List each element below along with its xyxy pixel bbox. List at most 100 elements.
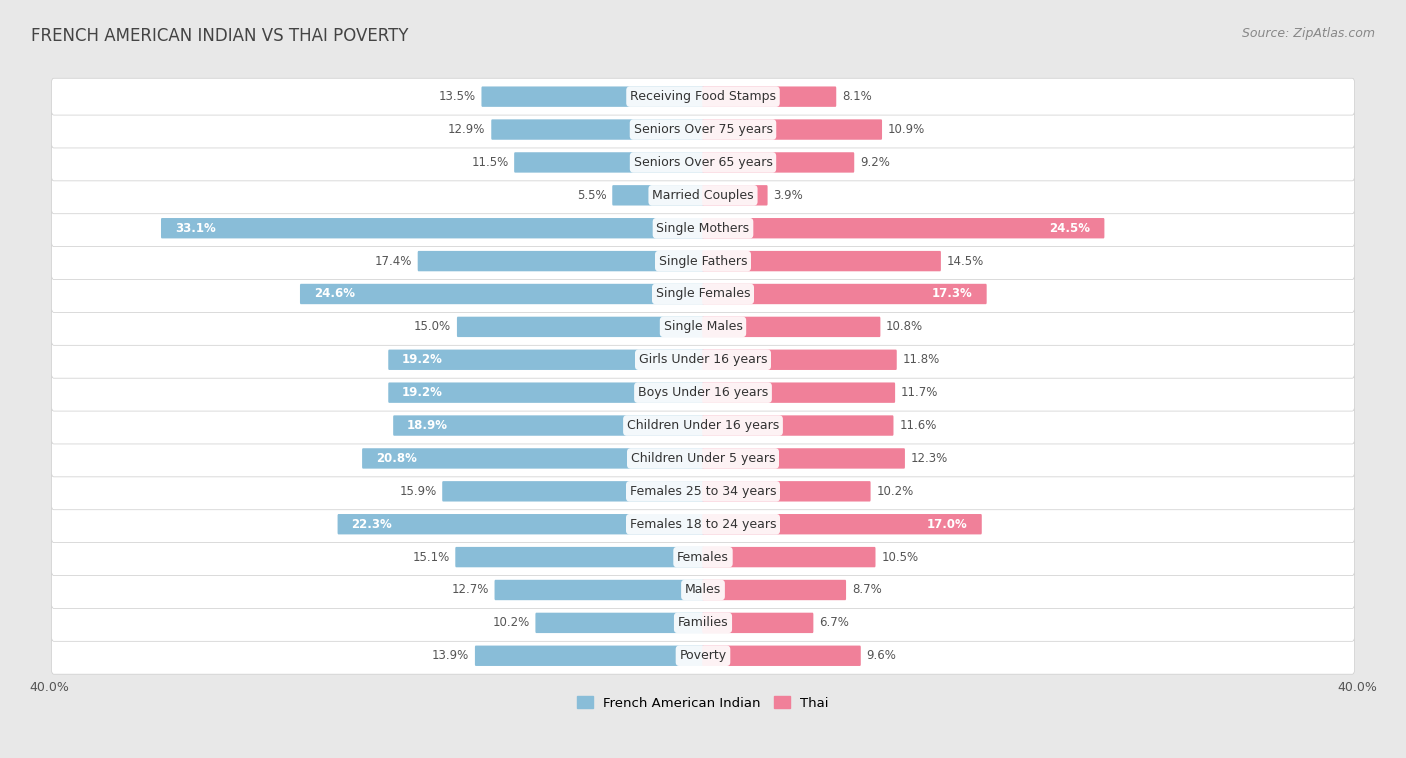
FancyBboxPatch shape: [52, 374, 1354, 411]
FancyBboxPatch shape: [481, 86, 704, 107]
Text: Females 25 to 34 years: Females 25 to 34 years: [630, 485, 776, 498]
Legend: French American Indian, Thai: French American Indian, Thai: [572, 691, 834, 715]
Text: 6.7%: 6.7%: [820, 616, 849, 629]
Text: Source: ZipAtlas.com: Source: ZipAtlas.com: [1241, 27, 1375, 39]
FancyBboxPatch shape: [702, 646, 860, 666]
FancyBboxPatch shape: [702, 251, 941, 271]
FancyBboxPatch shape: [52, 572, 1354, 609]
Text: Children Under 5 years: Children Under 5 years: [631, 452, 775, 465]
FancyBboxPatch shape: [702, 514, 981, 534]
FancyBboxPatch shape: [52, 210, 1354, 246]
Text: 19.2%: 19.2%: [402, 353, 443, 366]
FancyBboxPatch shape: [536, 612, 704, 633]
Text: 12.3%: 12.3%: [911, 452, 948, 465]
FancyBboxPatch shape: [52, 407, 1354, 444]
Text: 11.6%: 11.6%: [900, 419, 936, 432]
Text: Single Males: Single Males: [664, 321, 742, 334]
FancyBboxPatch shape: [52, 604, 1354, 641]
FancyBboxPatch shape: [52, 341, 1354, 378]
FancyBboxPatch shape: [702, 119, 882, 139]
FancyBboxPatch shape: [702, 448, 905, 468]
FancyBboxPatch shape: [52, 473, 1354, 509]
Text: Receiving Food Stamps: Receiving Food Stamps: [630, 90, 776, 103]
FancyBboxPatch shape: [702, 152, 855, 173]
FancyBboxPatch shape: [52, 78, 1354, 115]
FancyBboxPatch shape: [388, 383, 704, 402]
FancyBboxPatch shape: [52, 539, 1354, 575]
Text: Single Mothers: Single Mothers: [657, 221, 749, 235]
Text: 14.5%: 14.5%: [946, 255, 984, 268]
Text: Girls Under 16 years: Girls Under 16 years: [638, 353, 768, 366]
FancyBboxPatch shape: [52, 144, 1354, 181]
FancyBboxPatch shape: [515, 152, 704, 173]
FancyBboxPatch shape: [52, 637, 1354, 674]
FancyBboxPatch shape: [702, 481, 870, 502]
Text: 9.2%: 9.2%: [860, 156, 890, 169]
Text: 11.7%: 11.7%: [901, 386, 938, 399]
Text: Males: Males: [685, 584, 721, 597]
Text: 24.5%: 24.5%: [1049, 221, 1091, 235]
FancyBboxPatch shape: [418, 251, 704, 271]
FancyBboxPatch shape: [702, 547, 876, 567]
Text: 8.1%: 8.1%: [842, 90, 872, 103]
Text: 17.4%: 17.4%: [374, 255, 412, 268]
Text: 11.8%: 11.8%: [903, 353, 939, 366]
FancyBboxPatch shape: [299, 283, 704, 304]
Text: 15.1%: 15.1%: [412, 550, 450, 564]
Text: 5.5%: 5.5%: [576, 189, 606, 202]
Text: 22.3%: 22.3%: [352, 518, 392, 531]
Text: 15.9%: 15.9%: [399, 485, 436, 498]
Text: 33.1%: 33.1%: [174, 221, 215, 235]
Text: 20.8%: 20.8%: [375, 452, 416, 465]
Text: 24.6%: 24.6%: [314, 287, 354, 300]
FancyBboxPatch shape: [475, 646, 704, 666]
FancyBboxPatch shape: [702, 383, 896, 402]
FancyBboxPatch shape: [491, 119, 704, 139]
FancyBboxPatch shape: [702, 218, 1104, 239]
FancyBboxPatch shape: [702, 612, 813, 633]
Text: 8.7%: 8.7%: [852, 584, 882, 597]
Text: 11.5%: 11.5%: [471, 156, 509, 169]
FancyBboxPatch shape: [456, 547, 704, 567]
Text: 9.6%: 9.6%: [866, 650, 897, 662]
Text: Single Fathers: Single Fathers: [659, 255, 747, 268]
FancyBboxPatch shape: [388, 349, 704, 370]
FancyBboxPatch shape: [52, 506, 1354, 543]
Text: FRENCH AMERICAN INDIAN VS THAI POVERTY: FRENCH AMERICAN INDIAN VS THAI POVERTY: [31, 27, 408, 45]
FancyBboxPatch shape: [702, 185, 768, 205]
FancyBboxPatch shape: [702, 349, 897, 370]
FancyBboxPatch shape: [702, 283, 987, 304]
FancyBboxPatch shape: [52, 276, 1354, 312]
Text: Females: Females: [678, 550, 728, 564]
Text: 18.9%: 18.9%: [408, 419, 449, 432]
Text: 17.3%: 17.3%: [932, 287, 973, 300]
Text: 13.5%: 13.5%: [439, 90, 475, 103]
Text: Families: Families: [678, 616, 728, 629]
FancyBboxPatch shape: [443, 481, 704, 502]
FancyBboxPatch shape: [52, 177, 1354, 214]
Text: 10.9%: 10.9%: [887, 123, 925, 136]
Text: Seniors Over 75 years: Seniors Over 75 years: [634, 123, 772, 136]
FancyBboxPatch shape: [702, 580, 846, 600]
Text: 17.0%: 17.0%: [927, 518, 967, 531]
FancyBboxPatch shape: [612, 185, 704, 205]
Text: 12.9%: 12.9%: [449, 123, 485, 136]
Text: Boys Under 16 years: Boys Under 16 years: [638, 386, 768, 399]
Text: Seniors Over 65 years: Seniors Over 65 years: [634, 156, 772, 169]
Text: 10.2%: 10.2%: [492, 616, 530, 629]
Text: 10.8%: 10.8%: [886, 321, 924, 334]
Text: 19.2%: 19.2%: [402, 386, 443, 399]
FancyBboxPatch shape: [52, 309, 1354, 346]
Text: 3.9%: 3.9%: [773, 189, 803, 202]
Text: Females 18 to 24 years: Females 18 to 24 years: [630, 518, 776, 531]
FancyBboxPatch shape: [337, 514, 704, 534]
Text: Married Couples: Married Couples: [652, 189, 754, 202]
Text: 15.0%: 15.0%: [415, 321, 451, 334]
Text: Single Females: Single Females: [655, 287, 751, 300]
FancyBboxPatch shape: [52, 111, 1354, 148]
Text: 13.9%: 13.9%: [432, 650, 470, 662]
FancyBboxPatch shape: [52, 440, 1354, 477]
Text: 10.5%: 10.5%: [882, 550, 918, 564]
FancyBboxPatch shape: [457, 317, 704, 337]
FancyBboxPatch shape: [702, 415, 893, 436]
